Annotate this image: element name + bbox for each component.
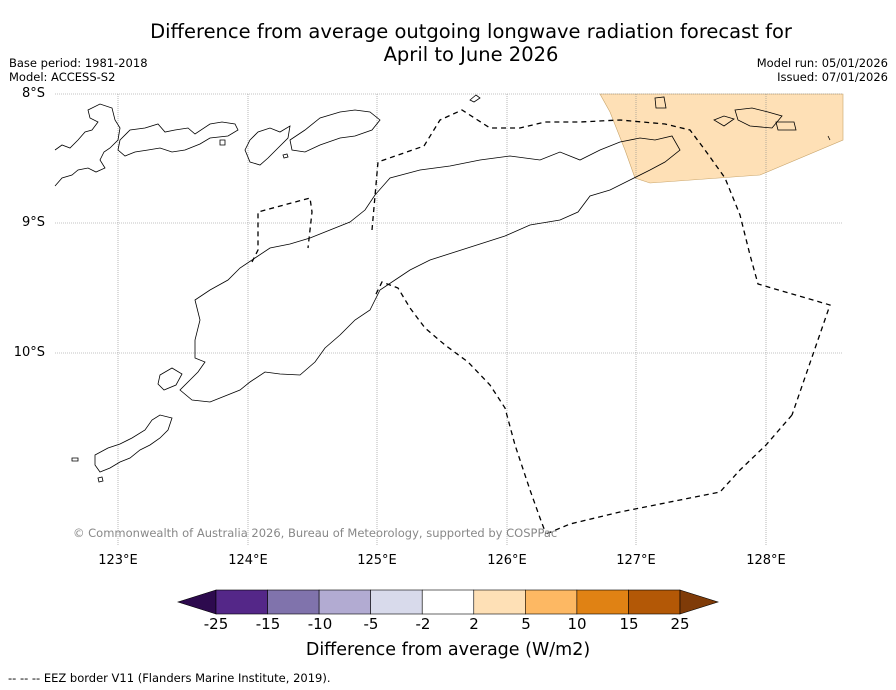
base-period: Base period: 1981-2018 — [9, 56, 148, 70]
eez-border-north — [251, 109, 831, 416]
coastline-islet-6 — [97, 476, 104, 483]
cbar-tick-label: 15 — [619, 615, 639, 633]
cbar-tick-label: -15 — [255, 615, 281, 633]
coastline-timor — [179, 135, 681, 403]
lon-label-127e: 127°E — [616, 553, 656, 568]
cbar-tick-label: 10 — [567, 615, 587, 633]
cbar-tick-label: 2 — [469, 615, 479, 633]
lat-label-10s: 10°S — [13, 345, 45, 360]
coastline-islet-3 — [469, 94, 481, 103]
coastlines — [54, 94, 831, 483]
map-title: Difference from average outgoing longwav… — [0, 20, 896, 66]
lat-label-9s: 9°S — [21, 215, 45, 230]
cbar-tick-label: -10 — [307, 615, 333, 633]
lon-label-126e: 126°E — [487, 553, 527, 568]
lon-label-124e: 124°E — [228, 553, 268, 568]
coastline-islet-5 — [71, 457, 79, 462]
eez-footnote: -- -- -- EEZ border V11 (Flanders Marine… — [8, 671, 331, 685]
coastline-island-a — [117, 121, 239, 157]
eez-border — [251, 109, 831, 535]
coastline-sawu — [157, 367, 183, 391]
coastline-wetar-b — [713, 115, 735, 127]
cbar-tick-label: -2 — [415, 615, 431, 633]
gridlines — [55, 93, 843, 545]
coastline-rote — [94, 414, 173, 473]
model-run: Model run: 05/01/2026 — [756, 56, 888, 70]
eez-border-south — [375, 281, 793, 535]
colorbar-title: Difference from average (W/m2) — [305, 640, 591, 660]
coastline-wetar-a — [654, 96, 667, 109]
lon-label-125e: 125°E — [357, 553, 397, 568]
coastline-islet-1 — [219, 139, 226, 146]
copyright-notice: © Commonwealth of Australia 2026, Bureau… — [73, 526, 558, 540]
lon-label-123e: 123°E — [98, 553, 138, 568]
coastline-island-c — [289, 109, 381, 153]
cbar-tick-label: -5 — [363, 615, 379, 633]
model-name: Model: ACCESS-S2 — [9, 70, 116, 84]
issued-date: Issued: 07/01/2026 — [777, 70, 888, 84]
coastline-islet-2 — [282, 153, 289, 159]
map-title-line2: April to June 2026 — [383, 43, 559, 66]
map-title-line1: Difference from average outgoing longwav… — [150, 20, 792, 43]
cbar-tick-label: 5 — [521, 615, 531, 633]
cbar-tick-label: 25 — [670, 615, 690, 633]
coastline-islet-4 — [827, 135, 831, 141]
coastline-wetar-d — [775, 121, 797, 131]
lon-label-128e: 128°E — [746, 553, 786, 568]
coastline-island-b — [244, 125, 291, 166]
coastline-flores — [54, 103, 121, 187]
lat-label-8s: 8°S — [21, 86, 45, 101]
cbar-tick-label: -25 — [203, 615, 229, 633]
